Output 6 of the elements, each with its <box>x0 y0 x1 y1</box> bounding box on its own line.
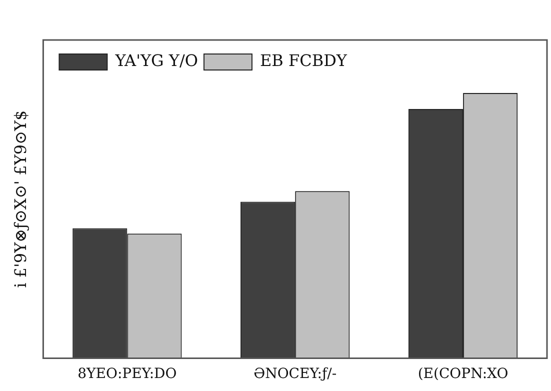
x-tick-label: (E(COPN:XO <box>418 366 508 382</box>
x-tick-label: ƏNOCEY:ƒ/- <box>254 366 337 382</box>
legend-label: YA'YG Y/O <box>114 51 198 70</box>
x-tick-label: 8YEO:PEY:DO <box>78 366 177 382</box>
y-axis-title: i £'9Y⊗ƒ⊙X⊙' £Y9⊙Y$ <box>10 110 30 288</box>
legend-label: EB FCBDY <box>260 51 348 70</box>
